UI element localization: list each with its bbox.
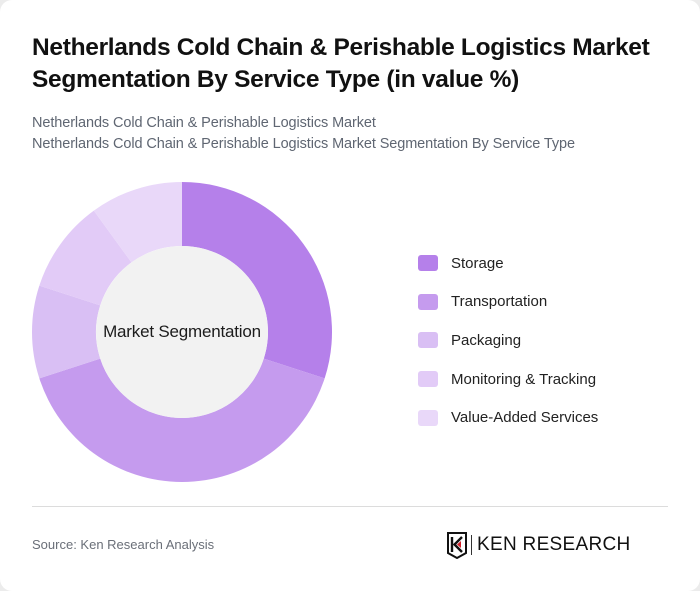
donut-center-label: Market Segmentation <box>103 322 261 341</box>
chart-title: Netherlands Cold Chain & Perishable Logi… <box>32 34 650 93</box>
chart-legend: Storage Transportation Packaging Monitor… <box>418 244 598 437</box>
legend-swatch <box>418 409 438 426</box>
legend-label: Packaging <box>451 331 522 349</box>
donut-slice-monitoring-tracking <box>39 210 132 306</box>
chart-subtitle-segmentation: Netherlands Cold Chain & Perishable Logi… <box>32 136 575 152</box>
ken-research-logo: KEN RESEARCH <box>447 530 631 560</box>
legend-swatch <box>418 293 438 310</box>
legend-label: Storage <box>451 254 504 272</box>
chart-subtitle-market: Netherlands Cold Chain & Perishable Logi… <box>32 115 376 131</box>
legend-item-transportation: Transportation <box>418 283 598 322</box>
ken-research-shield-icon <box>447 531 467 559</box>
legend-swatch <box>418 332 438 349</box>
legend-swatch <box>418 371 438 388</box>
source-note: Source: Ken Research Analysis <box>32 537 215 552</box>
donut-slice-transportation <box>39 358 325 482</box>
donut-slice-value-added-services <box>93 182 182 263</box>
donut-hole <box>96 246 268 418</box>
donut-slice-storage <box>182 182 332 379</box>
donut-slice-packaging <box>32 285 101 379</box>
donut-chart <box>32 182 332 482</box>
legend-item-storage: Storage <box>418 244 598 283</box>
logo-separator <box>471 535 472 555</box>
legend-label: Monitoring & Tracking <box>451 370 597 388</box>
logo-text: KEN RESEARCH <box>477 534 631 555</box>
legend-swatch <box>418 255 438 272</box>
footer-divider <box>32 506 668 507</box>
legend-label: Transportation <box>451 293 548 311</box>
legend-label: Value-Added Services <box>451 409 599 427</box>
legend-item-packaging: Packaging <box>418 321 598 360</box>
legend-item-value-added-services: Value-Added Services <box>418 398 598 437</box>
legend-item-monitoring-tracking: Monitoring & Tracking <box>418 360 598 399</box>
